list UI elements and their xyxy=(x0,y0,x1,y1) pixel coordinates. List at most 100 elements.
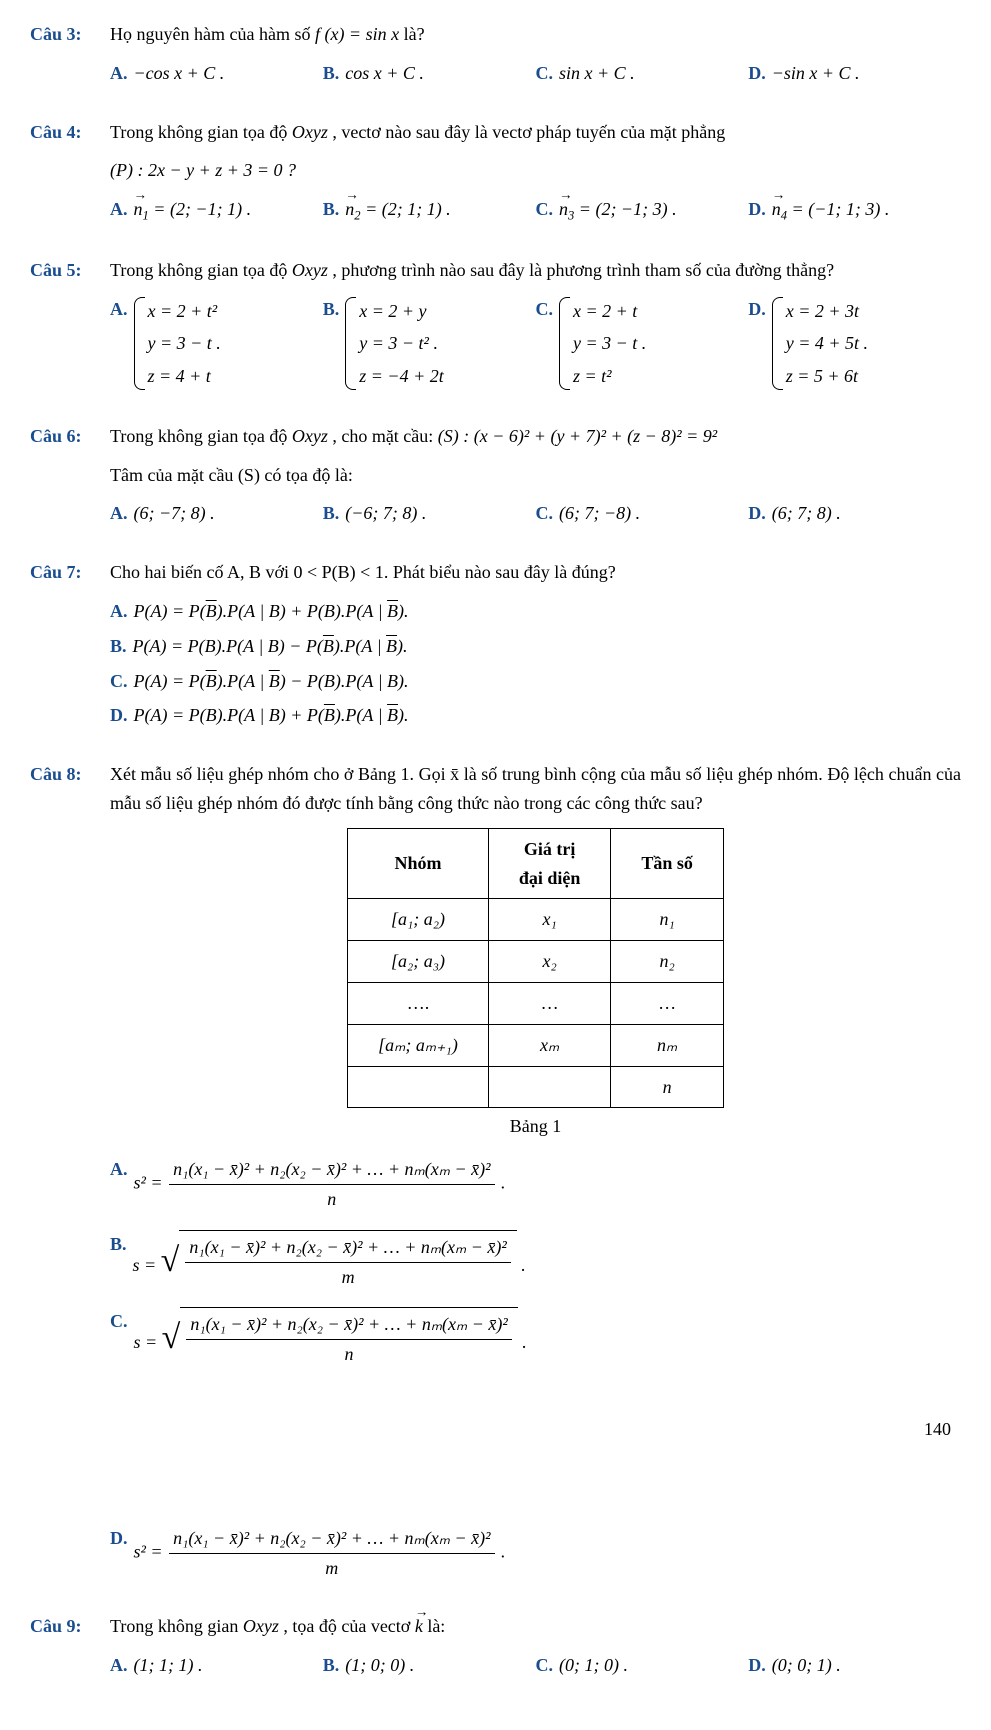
cell: …. xyxy=(348,983,489,1025)
q8-opt-a: A. s² = n₁(x₁ − x̄)² + n₂(x₂ − x̄)² + … … xyxy=(110,1155,961,1214)
q9-body: Trong không gian Oxyz , tọa độ của vectơ… xyxy=(110,1612,961,1686)
q8-body: Xét mẫu số liệu ghép nhóm cho ở Bảng 1. … xyxy=(110,760,961,1385)
question-8d: D. s² = n₁(x₁ − x̄)² + n₂(x₂ − x̄)² + … … xyxy=(30,1524,961,1589)
q4-opt-b: B.n2 = (2; 1; 1) . xyxy=(323,195,536,226)
den: n xyxy=(169,1185,494,1214)
q5-text: Trong không gian tọa độ Oxyz , phương tr… xyxy=(110,256,961,285)
opt-label: C. xyxy=(110,667,128,696)
cell: … xyxy=(611,983,724,1025)
q9-options: A.(1; 1; 1) . B.(1; 0; 0) . C.(0; 1; 0) … xyxy=(110,1651,961,1686)
q7-text: Cho hai biến cố A, B với 0 < P(B) < 1. P… xyxy=(110,558,961,587)
tail: . xyxy=(501,1541,506,1561)
opt-label: B. xyxy=(323,195,340,226)
q4-c: n3 = (2; −1; 3) . xyxy=(559,195,677,226)
q9-b: (1; 0; 0) . xyxy=(345,1651,414,1680)
sqrt-icon: √ xyxy=(161,1244,180,1278)
q9-opt-c: C.(0; 1; 0) . xyxy=(536,1651,749,1680)
q4-text-a: Trong không gian tọa độ xyxy=(110,122,292,142)
q5-opt-a: A. x = 2 + t² y = 3 − t . z = 4 + t xyxy=(110,295,323,392)
q9-text: Trong không gian Oxyz , tọa độ của vectơ… xyxy=(110,1612,961,1641)
cell xyxy=(348,1066,489,1108)
q7-label: Câu 7: xyxy=(30,558,110,736)
opt-label: A. xyxy=(110,1651,128,1680)
opt-label: B. xyxy=(110,632,127,661)
tail: . xyxy=(501,1173,506,1193)
q8-table: Nhóm Giá trịđại diện Tần số [a₁; a₂)x₁n₁… xyxy=(347,828,724,1109)
q9-d: (0; 0; 1) . xyxy=(772,1651,841,1680)
q6-opt-a: A.(6; −7; 8) . xyxy=(110,499,323,528)
opt-label: B. xyxy=(323,295,340,392)
q5-a-sys: x = 2 + t² y = 3 − t . z = 4 + t xyxy=(134,295,221,392)
cell: n₁ xyxy=(611,899,724,941)
q7-body: Cho hai biến cố A, B với 0 < P(B) < 1. P… xyxy=(110,558,961,736)
sqrt: √n₁(x₁ − x̄)² + n₂(x₂ − x̄)² + … + nₘ(xₘ… xyxy=(161,1230,517,1292)
q5-oxyz: Oxyz xyxy=(292,260,328,280)
sys-row: x = 2 + 3t xyxy=(786,295,868,327)
q9-vec: k xyxy=(415,1612,423,1641)
q7-b: P(A) = P(B).P(A | B) − P(B).P(A | B). xyxy=(133,632,408,661)
frac: n₁(x₁ − x̄)² + n₂(x₂ − x̄)² + … + nₘ(xₘ … xyxy=(169,1524,494,1583)
table-row: Nhóm Giá trịđại diện Tần số xyxy=(348,828,724,899)
cell: xₘ xyxy=(488,1024,611,1066)
q3-opt-b: B.cos x + C . xyxy=(323,59,536,88)
q6-sphere: (S) : (x − 6)² + (y + 7)² + (z − 8)² = 9… xyxy=(438,426,717,446)
q5-text-a: Trong không gian tọa độ xyxy=(110,260,292,280)
question-4: Câu 4: Trong không gian tọa độ Oxyz , ve… xyxy=(30,118,961,232)
q7-a: P(A) = P(B).P(A | B) + P(B).P(A | B). xyxy=(134,597,409,626)
sys-row: z = −4 + 2t xyxy=(359,360,443,392)
q9-opt-a: A.(1; 1; 1) . xyxy=(110,1651,323,1680)
opt-label: A. xyxy=(110,59,128,88)
q5-opt-b: B. x = 2 + y y = 3 − t² . z = −4 + 2t xyxy=(323,295,536,392)
sys-row: z = t² xyxy=(573,360,646,392)
q9-label: Câu 9: xyxy=(30,1612,110,1686)
q6-oxyz: Oxyz xyxy=(292,426,328,446)
opt-label: A. xyxy=(110,195,128,226)
q5-body: Trong không gian tọa độ Oxyz , phương tr… xyxy=(110,256,961,398)
q7-d: P(A) = P(B).P(A | B) + P(B).P(A | B). xyxy=(134,701,409,730)
q8d-option: D. s² = n₁(x₁ − x̄)² + n₂(x₂ − x̄)² + … … xyxy=(110,1524,961,1589)
q8-opt-b: B. s = √n₁(x₁ − x̄)² + n₂(x₂ − x̄)² + … … xyxy=(110,1230,961,1292)
table-row: [a₂; a₃)x₂n₂ xyxy=(348,941,724,983)
sys-row: x = 2 + y xyxy=(359,295,443,327)
opt-label: C. xyxy=(536,1651,554,1680)
q5-opt-c: C. x = 2 + t y = 3 − t . z = t² xyxy=(536,295,749,392)
q6-body: Trong không gian tọa độ Oxyz , cho mặt c… xyxy=(110,422,961,534)
cell: … xyxy=(488,983,611,1025)
question-5: Câu 5: Trong không gian tọa độ Oxyz , ph… xyxy=(30,256,961,398)
q7-opt-d: D.P(A) = P(B).P(A | B) + P(B).P(A | B). xyxy=(110,701,961,730)
sqrt-icon: √ xyxy=(162,1321,181,1355)
sqrt-bar: n₁(x₁ − x̄)² + n₂(x₂ − x̄)² + … + nₘ(xₘ … xyxy=(180,1307,517,1369)
sys-row: y = 4 + 5t . xyxy=(786,327,868,359)
q3-text-post: là? xyxy=(404,24,425,44)
page-number: 140 xyxy=(30,1415,951,1444)
opt-label: B. xyxy=(323,1651,340,1680)
opt-label: C. xyxy=(536,499,554,528)
opt-label: B. xyxy=(110,1230,127,1292)
opt-label: D. xyxy=(748,499,766,528)
q4-b: n2 = (2; 1; 1) . xyxy=(345,195,450,226)
opt-label: D. xyxy=(110,701,128,730)
opt-label: A. xyxy=(110,597,128,626)
q6-d: (6; 7; 8) . xyxy=(772,499,841,528)
q9-text-b: , tọa độ của vectơ xyxy=(283,1616,414,1636)
q4-oxyz: Oxyz xyxy=(292,122,328,142)
q8-options: A. s² = n₁(x₁ − x̄)² + n₂(x₂ − x̄)² + … … xyxy=(110,1155,961,1385)
question-8: Câu 8: Xét mẫu số liệu ghép nhóm cho ở B… xyxy=(30,760,961,1385)
cell: [aₘ; aₘ₊₁) xyxy=(348,1024,489,1066)
table-row: ….…… xyxy=(348,983,724,1025)
q3-opt-a: A.−cos x + C . xyxy=(110,59,323,88)
sys-row: x = 2 + t² xyxy=(148,295,221,327)
cell: x₁ xyxy=(488,899,611,941)
opt-label: C. xyxy=(536,195,554,226)
q3-d: −sin x + C . xyxy=(772,59,860,88)
q6-b: (−6; 7; 8) . xyxy=(345,499,426,528)
q8-caption: Bảng 1 xyxy=(110,1112,961,1141)
q5-b-sys: x = 2 + y y = 3 − t² . z = −4 + 2t xyxy=(345,295,443,392)
lhs: s = xyxy=(134,1332,162,1352)
table-row: [aₘ; aₘ₊₁)xₘnₘ xyxy=(348,1024,724,1066)
opt-label: D. xyxy=(748,295,766,392)
question-6: Câu 6: Trong không gian tọa độ Oxyz , ch… xyxy=(30,422,961,534)
q9-text-a: Trong không gian xyxy=(110,1616,243,1636)
q9-a: (1; 1; 1) . xyxy=(134,1651,203,1680)
lhs: s = xyxy=(133,1255,161,1275)
